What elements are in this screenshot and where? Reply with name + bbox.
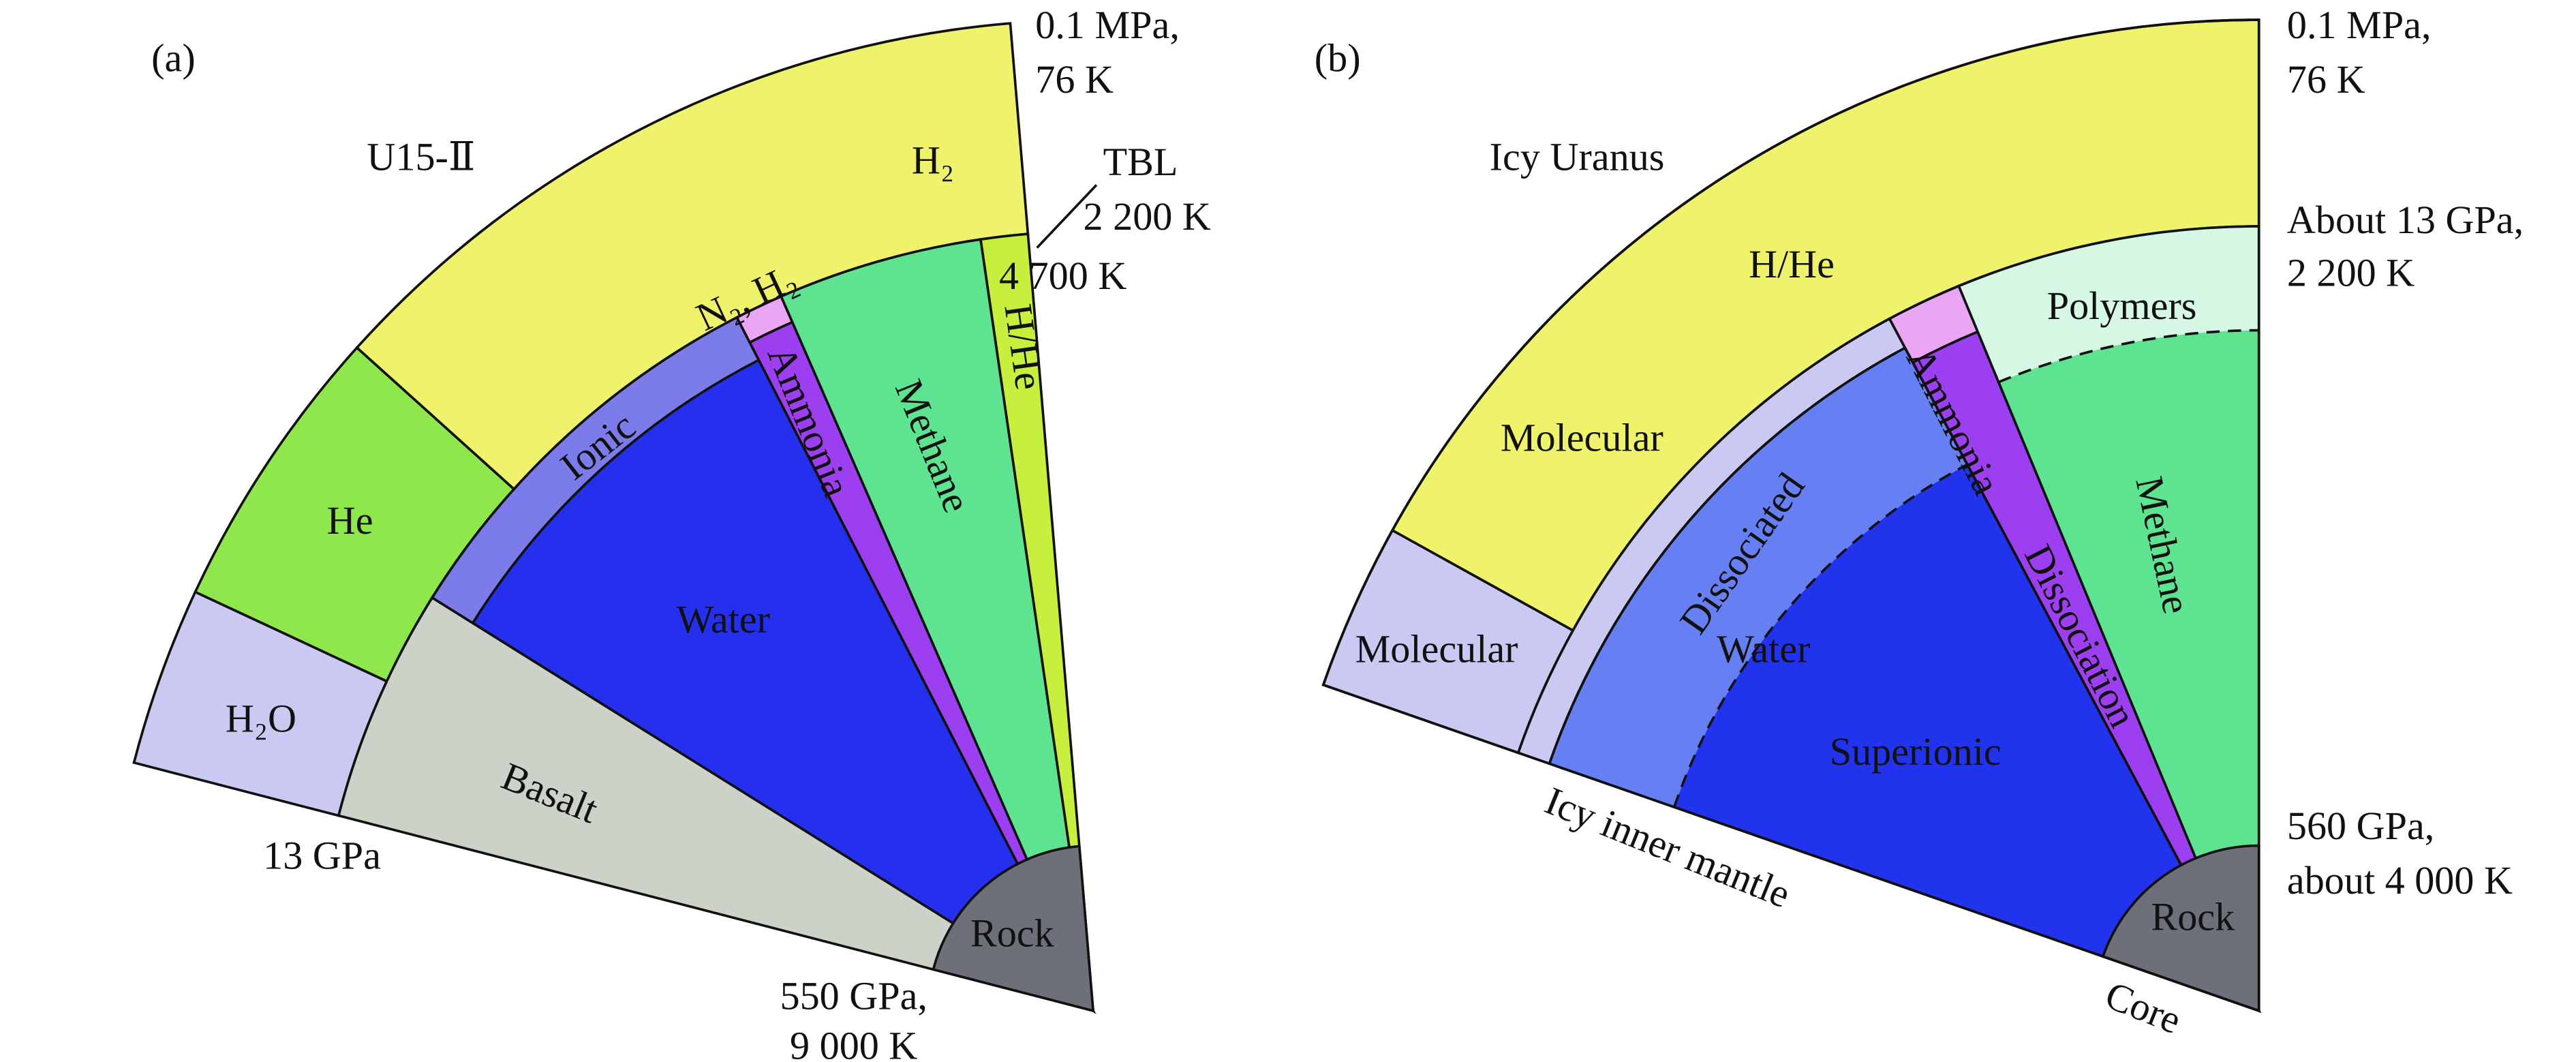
rock-label: Rock <box>970 911 1055 956</box>
label-label: (a) <box>151 35 196 80</box>
water-label: Water <box>1717 627 1810 671</box>
tbl-pointer <box>1036 184 1098 249</box>
tbl-inner-temperature-label: 4 700 K <box>999 254 1126 298</box>
bottom-temperature-label: about 4 000 K <box>2287 858 2513 902</box>
mid-pressure-label: About 13 GPa, <box>2287 198 2524 242</box>
h2o-label: H₂O <box>226 697 296 741</box>
superionic-layer <box>1674 464 2259 1011</box>
tbl-temperature-label: 2 200 K <box>1084 194 1211 239</box>
water-label: Water <box>677 597 770 641</box>
dissociated-layer <box>1549 348 1967 808</box>
model-label: Icy Uranus <box>1490 135 1665 179</box>
core-label: Core <box>2100 973 2188 1043</box>
molecular-inner-label: Molecular <box>1355 627 1518 671</box>
top-temperature-label: 76 K <box>1035 57 1114 102</box>
rock-label: Rock <box>2151 894 2235 939</box>
water-layer <box>471 358 1097 1014</box>
polymers-label: Polymers <box>2047 284 2197 328</box>
mid-temperature-label: 2 200 K <box>2287 250 2414 294</box>
rock-core <box>932 845 1095 1013</box>
methane-outline <box>1957 225 2260 1012</box>
model-label: U15-Ⅱ <box>367 135 475 179</box>
superionic-label: Superionic <box>1830 729 2002 774</box>
top-pressure-label: 0.1 MPa, <box>1035 3 1180 47</box>
bottom-temperature-label: 9 000 K <box>790 1023 917 1062</box>
bottom-pressure-label: 550 GPa, <box>780 974 927 1018</box>
dashed-boundary <box>1548 346 1906 764</box>
he-label: He <box>327 498 373 543</box>
h-he-layer <box>979 232 1094 1012</box>
polymers-layer <box>1959 226 2259 382</box>
label-label: (b) <box>1315 35 1361 80</box>
dashed-boundary <box>1672 463 1968 808</box>
bottom-pressure-label: 560 GPa, <box>2287 804 2434 848</box>
top-pressure-label: 0.1 MPa, <box>2287 3 2432 47</box>
h-he-label: H/He <box>1749 242 1835 286</box>
pressure-13-label: 13 GPa <box>263 834 381 878</box>
molecular-outer-label: Molecular <box>1501 416 1663 460</box>
top-temperature-label: 76 K <box>2287 57 2365 102</box>
outline <box>1321 18 2260 1013</box>
tbl-label: TBL <box>1103 140 1178 184</box>
methane-layer <box>1998 330 2259 1011</box>
h2-label: H₂ <box>912 138 954 183</box>
dashed-boundary <box>1998 329 2259 384</box>
